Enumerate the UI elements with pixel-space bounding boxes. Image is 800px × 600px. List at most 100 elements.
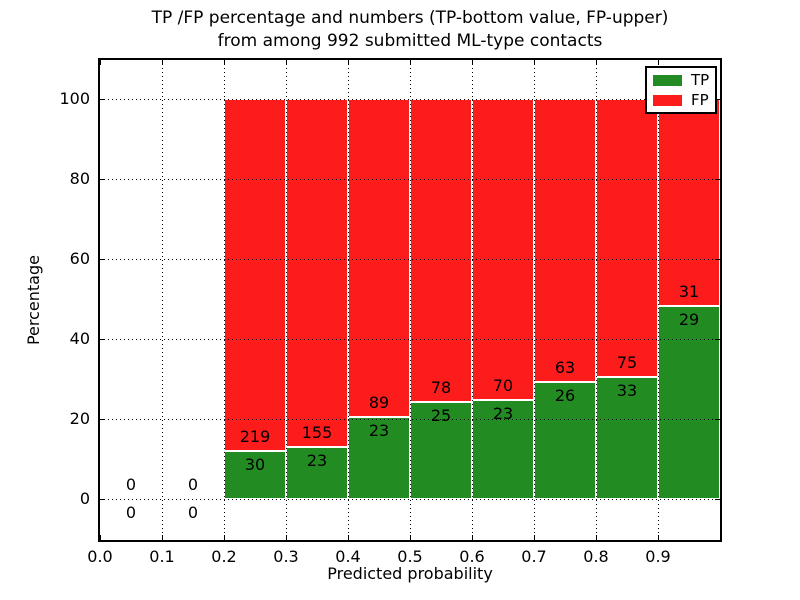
legend-item-tp: TP — [653, 73, 715, 88]
tick-mark — [348, 60, 349, 65]
bar-segment-tp — [658, 305, 720, 499]
legend-label-tp: TP — [691, 71, 710, 89]
legend-swatch-tp-icon — [653, 75, 682, 86]
tick-mark — [472, 535, 473, 540]
legend-label-fp: FP — [691, 91, 709, 109]
y-tick-label: 100 — [59, 89, 90, 108]
tp-count-label: 33 — [616, 380, 638, 400]
bar-segment-tp — [224, 450, 286, 499]
bar-segment-fp — [224, 99, 286, 451]
fp-count-label: 219 — [239, 426, 271, 446]
grid-line-vertical — [534, 60, 535, 540]
legend: TP FP — [645, 66, 717, 114]
tp-count-label: 30 — [244, 454, 266, 474]
tick-mark — [596, 60, 597, 65]
x-tick-label: 0.9 — [645, 547, 671, 566]
plot-area: TP FP 0 0 0 0 219 30 155 23 89 23 78 25 70 23 63 26 75 33… — [98, 58, 722, 542]
x-tick-label: 0.1 — [149, 547, 175, 566]
bar-segment-fp — [410, 99, 472, 402]
tick-mark — [286, 60, 287, 65]
tick-mark — [715, 179, 720, 180]
y-tick-label: 60 — [69, 249, 90, 268]
tp-count-label: 26 — [554, 386, 576, 406]
x-tick-label: 0.3 — [273, 547, 299, 566]
tp-count-label: 23 — [492, 404, 514, 424]
y-tick-label: 0 — [79, 489, 90, 508]
bar-segment-tp — [596, 376, 658, 499]
bar-segment-fp — [596, 99, 658, 377]
bar-segment-tp — [534, 382, 596, 499]
x-tick-label: 0.0 — [87, 547, 113, 566]
fp-count-label: 78 — [430, 377, 452, 397]
fp-count-label: 31 — [678, 281, 700, 301]
tick-mark — [100, 499, 105, 500]
grid-line-vertical — [410, 60, 411, 540]
tick-mark — [596, 535, 597, 540]
tick-mark — [224, 535, 225, 540]
tick-mark — [534, 60, 535, 65]
tick-mark — [100, 419, 105, 420]
tp-count-label: 23 — [368, 420, 390, 440]
x-tick-label: 0.4 — [335, 547, 361, 566]
chart-title: TP /FP percentage and numbers (TP-bottom… — [100, 7, 720, 53]
tick-mark — [410, 535, 411, 540]
tick-mark — [534, 535, 535, 540]
bar-segment-tp — [286, 447, 348, 499]
x-axis-label: Predicted probability — [327, 564, 493, 583]
y-tick-label: 80 — [69, 169, 90, 188]
fp-count-label: 0 — [125, 475, 137, 494]
bar-segment-fp — [658, 99, 720, 306]
tick-mark — [100, 60, 101, 65]
fp-count-label: 63 — [554, 358, 576, 378]
tp-count-label: 23 — [306, 451, 328, 471]
x-tick-label: 0.6 — [459, 547, 485, 566]
y-axis-label: Percentage — [24, 255, 43, 346]
tick-mark — [715, 499, 720, 500]
tick-mark — [658, 60, 659, 65]
tick-mark — [100, 179, 105, 180]
tick-mark — [472, 60, 473, 65]
legend-swatch-fp-icon — [653, 95, 682, 106]
bar-segment-fp — [286, 99, 348, 448]
fp-count-label: 0 — [187, 475, 199, 494]
x-tick-label: 0.7 — [521, 547, 547, 566]
tick-mark — [100, 259, 105, 260]
y-tick-label: 20 — [69, 409, 90, 428]
x-tick-label: 0.2 — [211, 547, 237, 566]
tick-mark — [715, 419, 720, 420]
tick-mark — [348, 535, 349, 540]
x-tick-label: 0.5 — [397, 547, 423, 566]
chart-title-line2: from among 992 submitted ML-type contact… — [217, 31, 603, 51]
tick-mark — [162, 60, 163, 65]
tp-count-label: 29 — [678, 309, 700, 329]
grid-line-vertical — [286, 60, 287, 540]
tp-count-label: 0 — [125, 503, 137, 522]
grid-line-vertical — [162, 60, 163, 540]
tick-mark — [100, 99, 105, 100]
fp-count-label: 75 — [616, 352, 638, 372]
fp-count-label: 70 — [492, 376, 514, 396]
tick-mark — [658, 535, 659, 540]
fp-count-label: 155 — [301, 423, 333, 443]
legend-item-fp: FP — [653, 93, 715, 108]
grid-line-vertical — [472, 60, 473, 540]
tick-mark — [100, 535, 101, 540]
tp-count-label: 25 — [430, 405, 452, 425]
grid-line-vertical — [596, 60, 597, 540]
bar-segment-fp — [472, 99, 534, 401]
tick-mark — [224, 60, 225, 65]
tick-mark — [715, 99, 720, 100]
tick-mark — [715, 259, 720, 260]
chart-title-line1: TP /FP percentage and numbers (TP-bottom… — [151, 8, 669, 28]
tp-count-label: 0 — [187, 503, 199, 522]
bar-segment-tp — [348, 416, 410, 499]
tick-mark — [410, 60, 411, 65]
tick-mark — [100, 339, 105, 340]
tick-mark — [715, 339, 720, 340]
fp-count-label: 89 — [368, 392, 390, 412]
y-tick-label: 40 — [69, 329, 90, 348]
tick-mark — [286, 535, 287, 540]
grid-line-vertical — [658, 60, 659, 540]
grid-line-vertical — [348, 60, 349, 540]
